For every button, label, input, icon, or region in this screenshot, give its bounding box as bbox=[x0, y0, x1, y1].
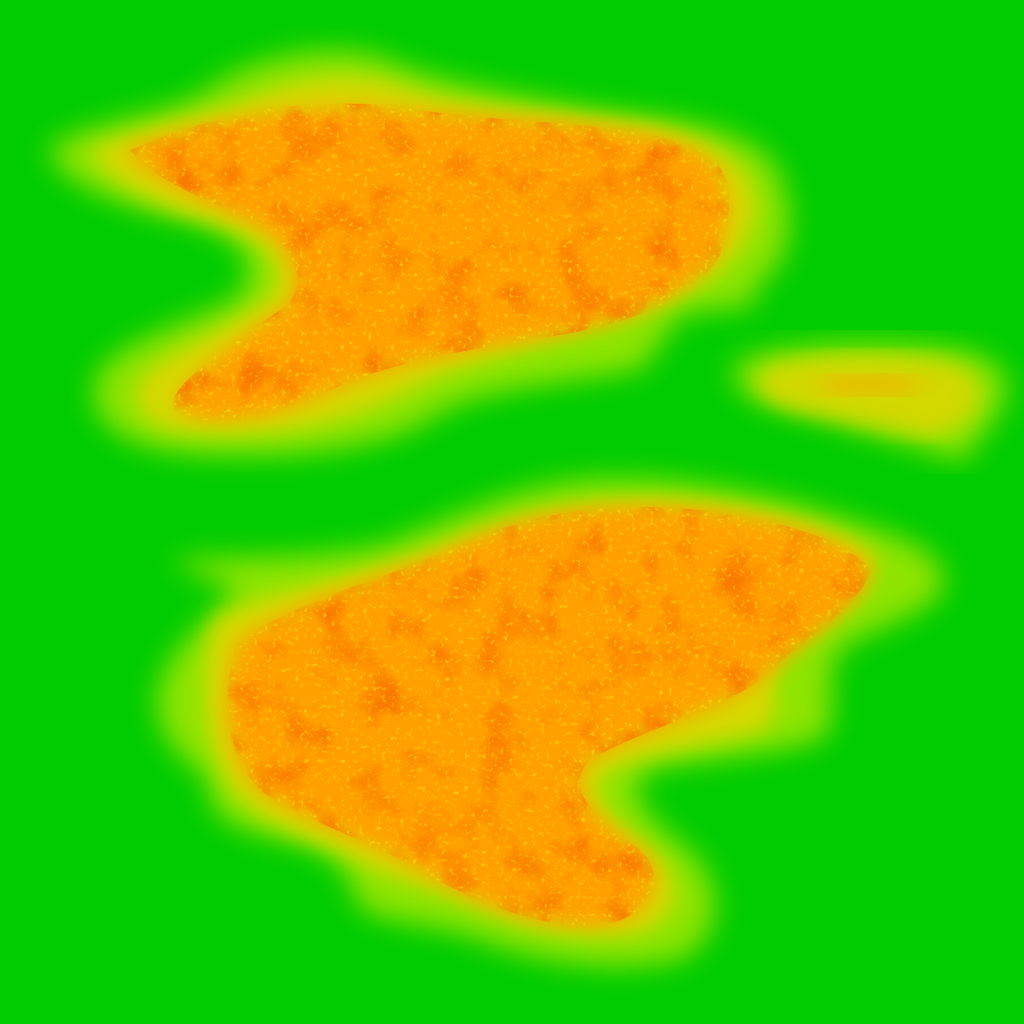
blob-small-right bbox=[732, 342, 1008, 462]
blob-top bbox=[48, 49, 790, 457]
